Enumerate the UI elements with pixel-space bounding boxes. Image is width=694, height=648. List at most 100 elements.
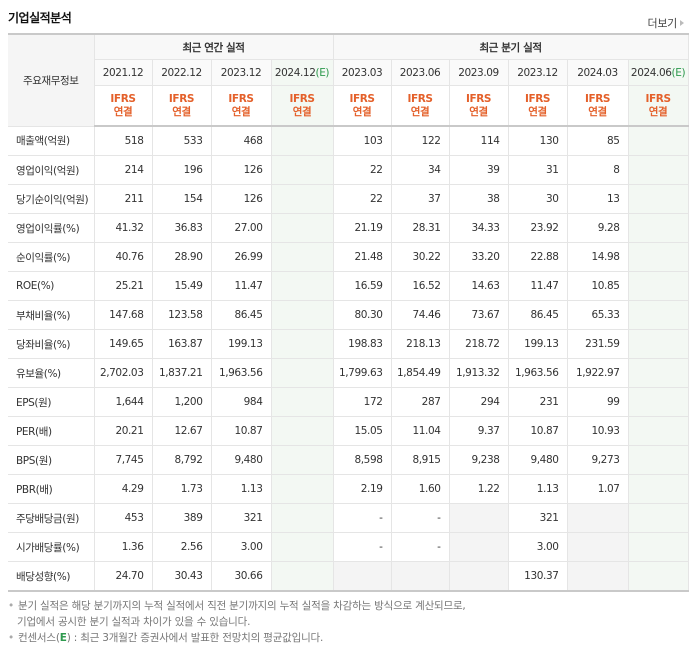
footnote-quarterly: • 분기 실적은 해당 분기까지의 누적 실적에서 직전 분기까지의 누적 실적을… bbox=[8, 600, 466, 612]
row-label: 주당배당금(원) bbox=[8, 503, 95, 533]
value-cell: 8,792 bbox=[151, 445, 212, 475]
value-cell: 12.67 bbox=[151, 416, 212, 446]
ifrs-basis-label: IFRS 연결 bbox=[627, 85, 689, 127]
value-cell bbox=[627, 387, 689, 417]
value-cell: 1.73 bbox=[151, 474, 212, 504]
value-cell: 1,837.21 bbox=[151, 358, 212, 388]
value-cell: 9,238 bbox=[448, 445, 509, 475]
value-cell: 22 bbox=[332, 155, 392, 185]
value-cell bbox=[627, 503, 689, 533]
period-header: 2023.09 bbox=[448, 59, 509, 86]
value-cell: 11.47 bbox=[210, 271, 272, 301]
value-cell: 22 bbox=[332, 184, 392, 214]
value-cell bbox=[270, 532, 334, 562]
value-cell: 9,480 bbox=[210, 445, 272, 475]
value-cell bbox=[332, 561, 392, 592]
value-cell: 9.28 bbox=[566, 213, 629, 243]
value-cell: 22.88 bbox=[507, 242, 568, 272]
value-cell: 211 bbox=[93, 184, 153, 214]
row-label: 당기순이익(억원) bbox=[8, 184, 95, 214]
value-cell: 21.19 bbox=[332, 213, 392, 243]
value-cell: 149.65 bbox=[93, 329, 153, 359]
value-cell bbox=[270, 561, 334, 592]
period-header: 2021.12 bbox=[93, 59, 153, 86]
value-cell bbox=[627, 416, 689, 446]
value-cell: 199.13 bbox=[507, 329, 568, 359]
value-cell: 8,915 bbox=[390, 445, 450, 475]
row-label: BPS(원) bbox=[8, 445, 95, 475]
value-cell: 1,644 bbox=[93, 387, 153, 417]
period-header: 2023.03 bbox=[332, 59, 392, 86]
value-cell: 1,963.56 bbox=[507, 358, 568, 388]
quarter-group-header: 최근 분기 실적 bbox=[332, 33, 689, 60]
value-cell: 73.67 bbox=[448, 300, 509, 330]
value-cell: 33.20 bbox=[448, 242, 509, 272]
value-cell: 14.98 bbox=[566, 242, 629, 272]
value-cell: 34.33 bbox=[448, 213, 509, 243]
value-cell: 14.63 bbox=[448, 271, 509, 301]
table-row: BPS(원) 7,745 8,792 9,480 8,598 8,915 9,238 9,48… bbox=[8, 445, 689, 475]
value-cell: 147.68 bbox=[93, 300, 153, 330]
row-label: 시가배당률(%) bbox=[8, 532, 95, 562]
value-cell: 16.59 bbox=[332, 271, 392, 301]
value-cell: - bbox=[332, 532, 392, 562]
row-label: ROE(%) bbox=[8, 271, 95, 301]
value-cell: 130.37 bbox=[507, 561, 568, 592]
value-cell: 126 bbox=[210, 155, 272, 185]
value-cell: 11.04 bbox=[390, 416, 450, 446]
value-cell: 10.87 bbox=[210, 416, 272, 446]
more-link[interactable]: 더보기 bbox=[648, 15, 684, 31]
value-cell bbox=[627, 561, 689, 592]
value-cell: 1,913.32 bbox=[448, 358, 509, 388]
value-cell: 99 bbox=[566, 387, 629, 417]
value-cell: 321 bbox=[210, 503, 272, 533]
value-cell: 3.00 bbox=[210, 532, 272, 562]
table-row: 영업이익(억원) 214 196 126 22 34 39 31 8 bbox=[8, 155, 689, 185]
value-cell: 468 bbox=[210, 125, 272, 156]
value-cell: 10.85 bbox=[566, 271, 629, 301]
ifrs-basis-label: IFRS 연결 bbox=[566, 85, 629, 127]
financial-summary-table: 주요재무정보 최근 연간 실적 최근 분기 실적 2021.12 2022.12 2… bbox=[8, 33, 689, 592]
value-cell: 218.13 bbox=[390, 329, 450, 359]
value-cell bbox=[627, 532, 689, 562]
value-cell: 196 bbox=[151, 155, 212, 185]
ifrs-basis-label: IFRS 연결 bbox=[390, 85, 450, 127]
value-cell: 1.07 bbox=[566, 474, 629, 504]
row-label: 유보율(%) bbox=[8, 358, 95, 388]
value-cell: 2.19 bbox=[332, 474, 392, 504]
value-cell: 8 bbox=[566, 155, 629, 185]
value-cell bbox=[566, 503, 629, 533]
value-cell: 15.05 bbox=[332, 416, 392, 446]
table-row: 시가배당률(%) 1.36 2.56 3.00- -3.00 bbox=[8, 532, 689, 562]
value-cell: 16.52 bbox=[390, 271, 450, 301]
value-cell: 287 bbox=[390, 387, 450, 417]
value-cell bbox=[627, 445, 689, 475]
value-cell: 231 bbox=[507, 387, 568, 417]
value-cell: 11.47 bbox=[507, 271, 568, 301]
value-cell bbox=[627, 213, 689, 243]
value-cell: 24.70 bbox=[93, 561, 153, 592]
value-cell: 1,799.63 bbox=[332, 358, 392, 388]
value-cell: 80.30 bbox=[332, 300, 392, 330]
value-cell bbox=[270, 213, 334, 243]
value-cell bbox=[270, 300, 334, 330]
ifrs-basis-label: IFRS 연결 bbox=[93, 85, 153, 127]
table-row: 당기순이익(억원) 211 154 126 22 37 38 30 13 bbox=[8, 184, 689, 214]
value-cell: 41.32 bbox=[93, 213, 153, 243]
table-row: 유보율(%) 2,702.03 1,837.21 1,963.56 1,799.63 1,… bbox=[8, 358, 689, 388]
row-label: EPS(원) bbox=[8, 387, 95, 417]
more-label[interactable]: 더보기 bbox=[647, 17, 678, 30]
value-cell bbox=[627, 358, 689, 388]
value-cell bbox=[390, 561, 450, 592]
value-cell: 453 bbox=[93, 503, 153, 533]
period-header: 2024.12(E) bbox=[270, 59, 334, 86]
value-cell: 3.00 bbox=[507, 532, 568, 562]
period-header: 2023.06 bbox=[390, 59, 450, 86]
value-cell bbox=[270, 184, 334, 214]
value-cell: 321 bbox=[507, 503, 568, 533]
value-cell: 294 bbox=[448, 387, 509, 417]
value-cell bbox=[627, 329, 689, 359]
value-cell bbox=[270, 387, 334, 417]
value-cell: 4.29 bbox=[93, 474, 153, 504]
row-label: 영업이익률(%) bbox=[8, 213, 95, 243]
